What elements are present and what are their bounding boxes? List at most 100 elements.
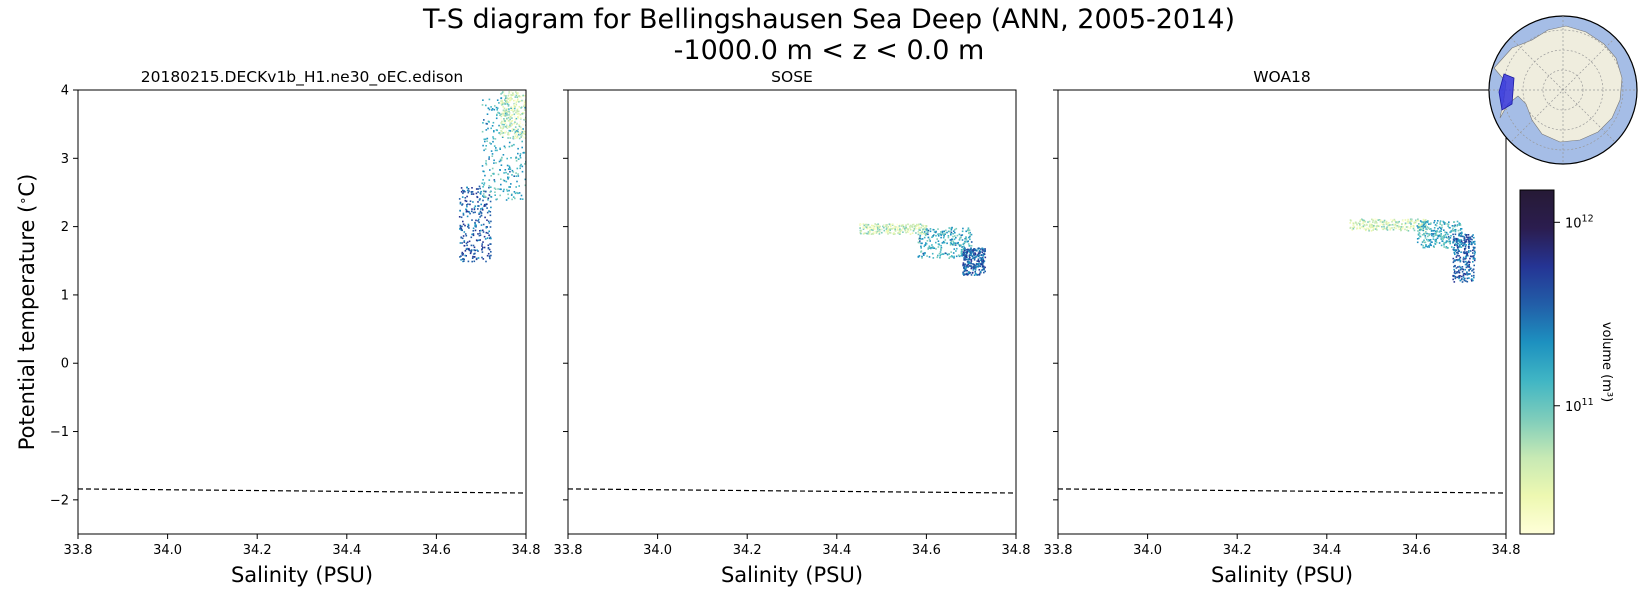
scatter-point <box>1435 241 1438 244</box>
scatter-point <box>879 225 881 228</box>
scatter-point <box>889 229 891 231</box>
scatter-point <box>472 230 475 232</box>
scatter-point <box>1428 239 1430 241</box>
scatter-point <box>502 106 504 108</box>
scatter-point <box>465 248 468 250</box>
scatter-point <box>1365 229 1367 232</box>
scatter-point <box>463 240 466 242</box>
scatter-point <box>928 256 931 258</box>
scatter-point <box>919 237 921 239</box>
scatter-point <box>970 258 973 261</box>
scatter-point <box>508 129 511 132</box>
scatter-point <box>508 108 510 110</box>
scatter-point <box>962 263 964 266</box>
scatter-point <box>969 252 972 254</box>
scatter-point <box>506 126 508 128</box>
scatter-point <box>978 262 980 265</box>
scatter-point <box>506 117 508 120</box>
scatter-point <box>1389 227 1392 229</box>
scatter-point <box>963 274 965 276</box>
scatter-point <box>520 127 522 130</box>
scatter-point <box>517 158 520 160</box>
scatter-point <box>1361 218 1363 221</box>
scatter-point <box>469 203 471 206</box>
scatter-point <box>499 188 501 190</box>
scatter-point <box>473 246 476 249</box>
scatter-point <box>875 230 878 233</box>
scatter-point <box>862 225 864 228</box>
scatter-point <box>1446 223 1449 225</box>
scatter-point <box>963 270 965 273</box>
scatter-point <box>507 176 509 179</box>
scatter-point <box>500 164 503 166</box>
scatter-point <box>500 183 502 186</box>
scatter-point <box>461 251 464 254</box>
scatter-point <box>1454 270 1456 273</box>
scatter-point <box>467 224 470 227</box>
scatter-point <box>1447 240 1450 243</box>
scatter-point <box>524 178 526 181</box>
scatter-point <box>484 216 486 219</box>
scatter-point <box>461 203 464 205</box>
scatter-point <box>923 232 925 235</box>
scatter-point <box>956 242 959 245</box>
scatter-point <box>1462 256 1465 259</box>
scatter-point <box>1466 251 1468 253</box>
scatter-point <box>503 93 506 95</box>
scatter-point <box>1460 246 1463 248</box>
scatter-point <box>983 250 986 253</box>
scatter-point <box>1461 281 1464 283</box>
scatter-point <box>1449 242 1451 245</box>
scatter-point <box>1427 235 1429 238</box>
scatter-point <box>1369 227 1372 230</box>
scatter-point <box>501 130 503 133</box>
scatter-point <box>872 227 875 230</box>
scatter-point <box>1355 222 1357 224</box>
scatter-point <box>1462 244 1464 247</box>
scatter-point <box>953 230 955 232</box>
scatter-point <box>942 234 945 236</box>
scatter-point <box>483 138 486 141</box>
scatter-point <box>974 248 977 251</box>
scatter-point <box>471 193 473 195</box>
scatter-point <box>494 105 496 107</box>
scatter-point <box>490 186 492 188</box>
scatter-point <box>1421 234 1424 236</box>
scatter-point <box>491 109 493 111</box>
scatter-point <box>511 130 514 132</box>
scatter-point <box>517 192 519 195</box>
scatter-point <box>1455 267 1458 269</box>
scatter-point <box>967 243 970 245</box>
scatter-point <box>937 228 939 230</box>
scatter-point <box>1393 218 1396 221</box>
scatter-point <box>500 93 502 95</box>
scatter-point <box>486 137 489 140</box>
scatter-point <box>1392 228 1395 231</box>
scatter-point <box>1349 222 1351 224</box>
scatter-point <box>1450 230 1453 232</box>
scatter-point <box>946 231 948 234</box>
scatter-point <box>927 233 929 236</box>
scatter-point <box>1469 268 1472 270</box>
scatter-point <box>489 142 491 144</box>
scatter-point <box>923 227 926 229</box>
scatter-point <box>487 220 490 223</box>
scatter-point <box>504 99 506 101</box>
scatter-point <box>872 229 874 231</box>
scatter-point <box>893 232 895 234</box>
panel-title-model: 20180215.DECKv1b_H1.ne30_oEC.edison <box>141 68 464 87</box>
scatter-point <box>1443 246 1445 248</box>
scatter-point <box>945 252 948 255</box>
scatter-point <box>1396 225 1399 227</box>
scatter-point <box>1438 226 1441 229</box>
scatter-point <box>1422 221 1424 224</box>
scatter-point <box>981 247 984 250</box>
scatter-point <box>496 198 498 200</box>
scatter-point <box>1423 222 1425 224</box>
figure-subtitle: -1000.0 m < z < 0.0 m <box>674 35 985 66</box>
scatter-point <box>518 114 520 117</box>
scatter-point <box>515 186 517 188</box>
scatter-point <box>1474 257 1476 260</box>
scatter-point <box>462 223 465 226</box>
